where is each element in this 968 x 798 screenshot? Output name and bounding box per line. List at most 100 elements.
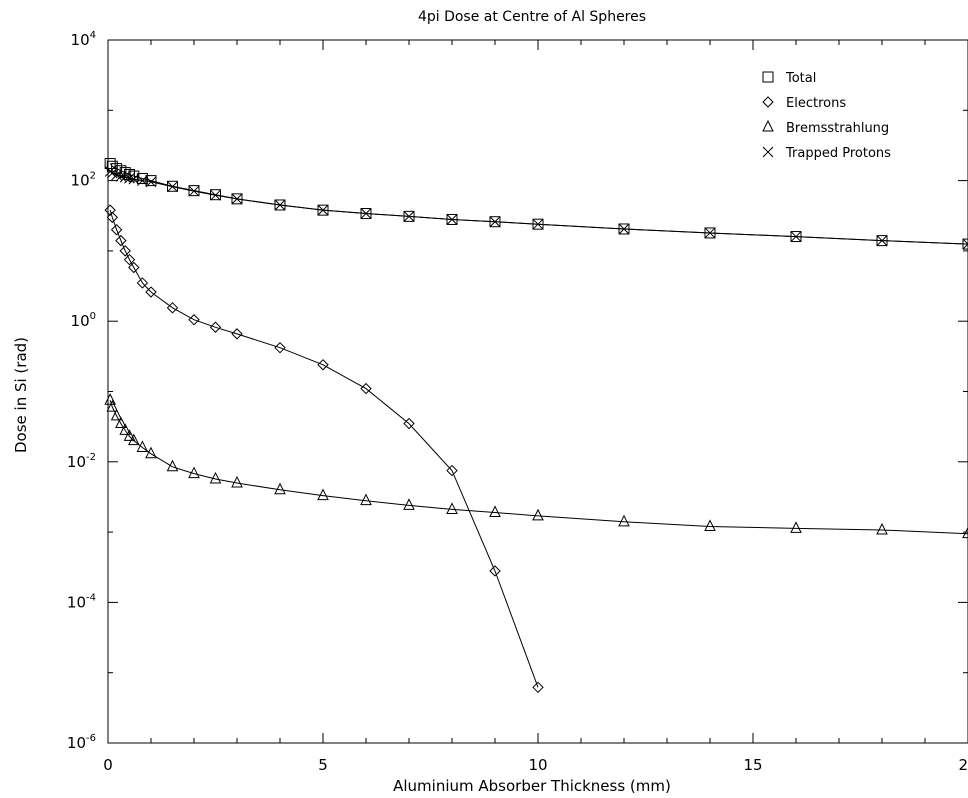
marker-square <box>124 169 135 181</box>
marker-diamond <box>188 314 200 326</box>
series-line <box>109 209 539 688</box>
marker-square <box>111 163 123 175</box>
marker-diamond <box>128 261 140 274</box>
marker-triangle <box>115 416 127 429</box>
legend-item-bremsstrahlung: Bremsstrahlung <box>762 119 889 136</box>
marker-diamond <box>209 321 222 333</box>
marker-x <box>403 211 415 222</box>
marker-triangle <box>209 471 222 484</box>
marker-diamond <box>446 464 458 477</box>
marker-triangle <box>123 429 136 441</box>
y-tick-label: 10-2 <box>67 452 96 471</box>
y-axis-label: Dose in Si (rad) <box>12 337 30 453</box>
marker-triangle <box>532 508 544 521</box>
marker-triangle <box>106 399 119 412</box>
marker-diamond <box>166 302 179 314</box>
marker-x <box>231 193 243 205</box>
marker-triangle <box>360 493 372 506</box>
series-line <box>109 171 968 245</box>
marker-x <box>790 231 802 242</box>
marker-x <box>128 173 140 185</box>
marker-triangle <box>704 519 716 532</box>
marker-diamond <box>489 565 501 577</box>
legend-item-electrons: Electrons <box>762 96 846 111</box>
series-total <box>104 158 968 250</box>
marker-triangle <box>166 459 179 472</box>
marker-x <box>111 169 122 181</box>
marker-x <box>532 218 544 230</box>
marker-x <box>210 189 221 201</box>
x-axis-label: Aluminium Absorber Thickness (mm) <box>393 777 671 795</box>
marker-x <box>446 214 458 225</box>
legend-label: Electrons <box>786 96 846 111</box>
chart-title: 4pi Dose at Centre of Al Spheres <box>418 9 646 25</box>
marker-diamond <box>136 277 149 289</box>
legend-item-trapped-protons: Trapped Protons <box>762 146 891 161</box>
marker-triangle <box>274 482 286 495</box>
marker-triangle <box>188 466 200 479</box>
series-bremsstrahlung <box>104 393 968 539</box>
marker-square <box>231 193 243 205</box>
y-tick-label: 102 <box>71 171 96 190</box>
x-tick-label: 0 <box>103 756 113 774</box>
marker-x <box>167 181 178 193</box>
marker-diamond <box>110 224 123 236</box>
marker-x <box>704 227 716 239</box>
marker-x <box>876 235 888 246</box>
axes-ticks: 0 5 10 15 20 10-6 10-4 10-2 100 102 104 <box>67 30 968 774</box>
series-layer <box>104 158 968 694</box>
series-trapped-protons <box>104 166 968 250</box>
marker-x <box>317 204 329 216</box>
marker-diamond <box>317 359 329 371</box>
marker-triangle <box>136 440 149 452</box>
marker-diamond <box>115 234 127 247</box>
marker-diamond <box>106 211 119 224</box>
marker-diamond <box>762 96 774 108</box>
marker-x <box>188 185 200 197</box>
marker-diamond <box>360 382 372 395</box>
legend-item-total: Total <box>762 71 816 86</box>
series-electrons <box>104 204 544 694</box>
marker-x <box>115 170 127 182</box>
x-tick-label: 10 <box>528 756 547 774</box>
legend-label: Total <box>785 71 816 86</box>
y-tick-label: 100 <box>71 311 96 330</box>
marker-triangle <box>762 119 774 132</box>
y-tick-label: 104 <box>71 30 96 49</box>
x-tick-label: 20 <box>958 756 968 774</box>
legend-label: Trapped Protons <box>785 146 891 161</box>
series-line <box>109 400 968 535</box>
marker-triangle <box>876 522 888 535</box>
marker-x <box>145 176 157 188</box>
marker-diamond <box>403 417 415 430</box>
marker-diamond <box>123 253 136 266</box>
marker-triangle <box>403 498 415 510</box>
marker-x <box>360 208 372 219</box>
marker-square <box>188 185 200 197</box>
marker-x <box>618 223 630 235</box>
legend: Total Electrons Bremsstrahlung Trapped Prot… <box>762 71 891 161</box>
marker-triangle <box>618 514 630 527</box>
marker-triangle <box>317 488 329 501</box>
y-tick-label: 10-4 <box>67 592 96 611</box>
marker-triangle <box>119 423 132 435</box>
marker-triangle <box>127 433 140 446</box>
marker-x <box>119 171 131 183</box>
marker-diamond <box>532 681 544 694</box>
y-tick-label: 10-6 <box>67 733 96 752</box>
marker-triangle <box>446 502 458 514</box>
marker-triangle <box>145 446 157 459</box>
marker-x <box>489 216 501 228</box>
marker-square <box>762 71 774 83</box>
marker-x <box>124 172 135 184</box>
marker-triangle <box>790 521 802 533</box>
marker-x <box>274 199 286 211</box>
marker-triangle <box>231 475 243 488</box>
marker-square <box>274 199 286 211</box>
marker-triangle <box>962 526 968 539</box>
marker-x <box>962 238 968 250</box>
x-tick-label: 15 <box>743 756 762 774</box>
marker-square <box>167 180 178 192</box>
legend-label: Bremsstrahlung <box>786 121 889 136</box>
